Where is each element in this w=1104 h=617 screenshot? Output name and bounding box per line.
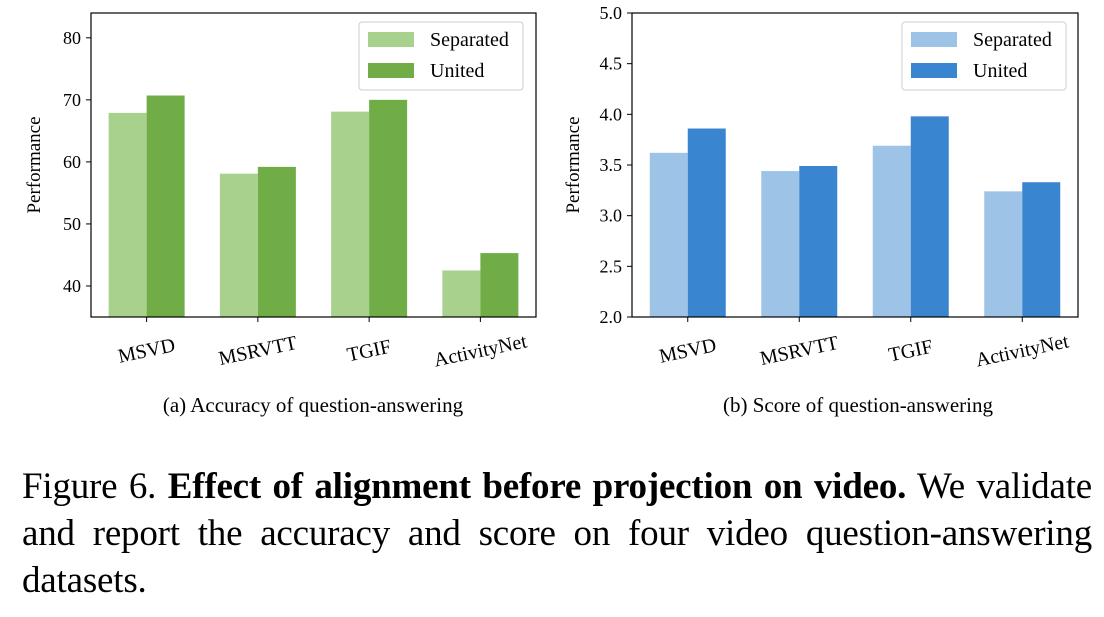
subcaption: (b) Score of question-answering — [723, 393, 994, 417]
bar-united-msvd — [146, 95, 185, 317]
x-tick-label-activitynet: ActivityNet — [974, 330, 1071, 371]
x-tick-label-activitynet: ActivityNet — [432, 330, 529, 371]
y-tick-label: 70 — [63, 90, 81, 110]
y-tick-label: 2.0 — [600, 307, 623, 327]
y-tick-label: 2.5 — [600, 256, 623, 276]
y-axis-label: Performance — [563, 116, 584, 213]
bar-separated-tgif — [331, 111, 370, 317]
bar-separated-activitynet — [984, 191, 1023, 317]
x-tick-label-msrvtt: MSRVTT — [217, 332, 299, 370]
legend-label-separated: Separated — [430, 29, 509, 51]
y-tick-label: 60 — [63, 152, 81, 172]
y-tick-label: 4.0 — [600, 104, 623, 124]
legend: Separated United — [358, 21, 524, 91]
bar-separated-msrvtt — [761, 171, 800, 317]
legend-swatch-united — [911, 63, 957, 78]
legend-label-united: United — [973, 60, 1027, 82]
bar-united-activitynet — [1022, 182, 1061, 317]
score-chart: MSVD MSRVTT TGIF ActivityNet 2.0 2.5 3.0 3.5 4.0… — [563, 3, 1079, 417]
bar-united-msrvtt — [799, 166, 838, 317]
y-tick-label: 5.0 — [600, 3, 623, 23]
subcaption: (a) Accuracy of question-answering — [163, 393, 464, 417]
x-tick-label-msrvtt: MSRVTT — [758, 332, 840, 370]
bar-united-activitynet — [480, 253, 519, 317]
legend-swatch-united — [368, 63, 414, 78]
figure-caption: Figure 6. Effect of alignment before pro… — [22, 463, 1092, 604]
x-tick-label-tgif: TGIF — [887, 336, 935, 367]
bar-separated-msrvtt — [219, 173, 258, 317]
legend-label-separated: Separated — [973, 29, 1052, 51]
y-axis-label: Performance — [24, 116, 45, 213]
accuracy-chart: MSVD MSRVTT TGIF ActivityNet 40 50 60 70 80 Perfo… — [24, 12, 537, 417]
plot-frame — [631, 12, 1079, 318]
bar-separated-msvd — [649, 152, 688, 317]
y-tick-label: 50 — [63, 214, 81, 234]
plot-frame — [90, 12, 537, 318]
bar-united-tgif — [369, 99, 408, 317]
figure-title: Effect of alignment before projection on… — [167, 466, 907, 507]
y-tick-label: 80 — [63, 28, 81, 48]
y-tick-label: 40 — [63, 276, 81, 296]
y-tick-label: 4.5 — [600, 54, 623, 74]
figure-label: Figure 6. — [22, 466, 157, 507]
x-tick-label-tgif: TGIF — [345, 336, 393, 367]
y-tick-label: 3.5 — [600, 155, 623, 175]
y-tick-label: 3.0 — [600, 206, 623, 226]
bar-united-msvd — [687, 128, 726, 317]
x-tick-label-msvd: MSVD — [116, 334, 177, 368]
bar-united-tgif — [910, 116, 949, 317]
legend-swatch-separated — [368, 32, 414, 47]
bar-separated-activitynet — [442, 270, 481, 317]
figure-text: We validate and report the accuracy and … — [22, 466, 1092, 601]
bar-united-msrvtt — [257, 166, 296, 317]
bar-separated-msvd — [108, 112, 147, 317]
bar-separated-tgif — [872, 145, 911, 317]
legend-swatch-separated — [911, 32, 957, 47]
legend-label-united: United — [430, 60, 484, 82]
legend: Separated United — [901, 21, 1067, 91]
x-tick-label-msvd: MSVD — [657, 334, 718, 368]
